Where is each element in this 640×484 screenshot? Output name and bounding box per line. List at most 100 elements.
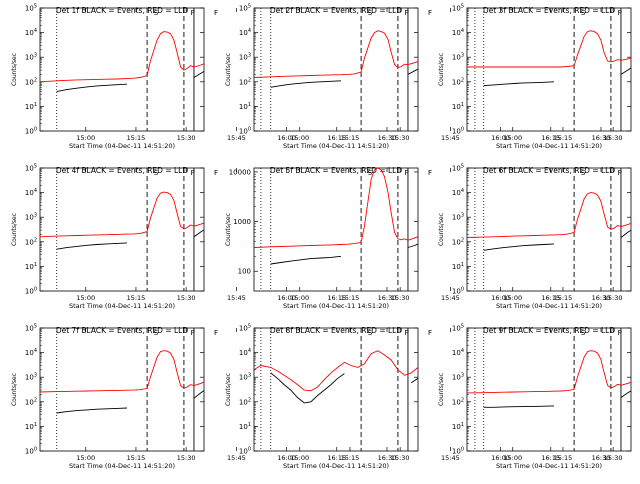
x-tick-label: 16:00 xyxy=(277,134,296,142)
x-tick-label: 15:00 xyxy=(290,294,309,302)
series-group xyxy=(467,192,631,251)
series-lld-line xyxy=(40,350,204,393)
panel-title: Det 9f BLACK = Events, RED = LLD xyxy=(483,326,616,335)
x-tick-label: 16:00 xyxy=(491,134,510,142)
y-tick-label: 105 xyxy=(25,4,37,13)
y-tick-label: 101 xyxy=(452,262,464,271)
panel-det-9: Det 9f BLACK = Events, RED = LLD Counts/s… xyxy=(438,324,632,470)
flag-label: P xyxy=(191,9,195,17)
x-tick-label: 16:30 xyxy=(378,294,397,302)
series-lld-line xyxy=(254,350,418,392)
y-tick-label: 102 xyxy=(25,237,37,246)
x-tick-label: 15:45 xyxy=(227,454,246,462)
y-tick-label: 104 xyxy=(452,28,464,37)
panel-title: Det 7f BLACK = Events, RED = LLD xyxy=(56,326,189,335)
y-tick-label: 104 xyxy=(25,188,37,197)
x-tick-label: 16:30 xyxy=(592,454,611,462)
series-group xyxy=(467,350,631,408)
y-tick-label: 100 xyxy=(452,447,464,456)
x-tick-label: 15:00 xyxy=(503,294,522,302)
x-axis-label: Start Time (04-Dec-11 14:51:20) xyxy=(496,142,602,150)
series-lld-line xyxy=(254,30,418,78)
series-events-line xyxy=(56,70,204,93)
y-tick-label: 103 xyxy=(239,373,251,382)
y-tick-label: 103 xyxy=(25,53,37,62)
x-tick-label: 15:30 xyxy=(391,454,410,462)
y-tick-label: 102 xyxy=(239,397,251,406)
series-group xyxy=(40,350,204,414)
y-tick-label: 101 xyxy=(25,262,37,271)
plot-frame xyxy=(39,7,205,132)
y-tick-label: 105 xyxy=(239,4,251,13)
plot-frame xyxy=(466,327,632,452)
x-tick-label: 15:45 xyxy=(227,134,246,142)
y-axis-label: Counts/sec xyxy=(438,373,445,406)
y-tick-label: 103 xyxy=(452,53,464,62)
y-tick-label: 101 xyxy=(452,422,464,431)
series-events-line xyxy=(270,68,418,88)
flag-label: S xyxy=(368,169,373,177)
series-lld-line xyxy=(467,192,631,238)
x-tick-label: 15:15 xyxy=(341,454,360,462)
y-tick-label: 105 xyxy=(452,164,464,173)
y-tick-label: 104 xyxy=(25,28,37,37)
panel-title: Det 1f BLACK = Events, RED = LLD xyxy=(56,6,189,15)
flag-label: F xyxy=(428,169,432,177)
x-tick-label: 16:30 xyxy=(378,134,397,142)
y-tick-label: 104 xyxy=(452,348,464,357)
x-tick-label: 15:15 xyxy=(554,134,573,142)
y-tick-label: 104 xyxy=(25,348,37,357)
flag-label: F xyxy=(214,329,218,337)
y-tick-label: 102 xyxy=(452,397,464,406)
y-tick-label: 100 xyxy=(239,127,251,136)
y-tick-label: 100 xyxy=(25,287,37,296)
y-tick-label: 100 xyxy=(452,127,464,136)
y-tick-label: 100 xyxy=(25,127,37,136)
series-lld-line xyxy=(467,30,631,68)
flag-label: F xyxy=(428,9,432,17)
y-tick-label: 103 xyxy=(25,213,37,222)
y-tick-label: 102 xyxy=(239,77,251,86)
y-tick-label: 10000 xyxy=(229,168,251,176)
plot-frame xyxy=(466,167,632,292)
y-tick-label: 105 xyxy=(452,4,464,13)
x-tick-label: 15:00 xyxy=(290,454,309,462)
x-tick-label: 15:15 xyxy=(341,294,360,302)
x-tick-label: 16:30 xyxy=(378,454,397,462)
panel-title: Det 4f BLACK = Events, RED = LLD xyxy=(56,166,189,175)
y-tick-label: 102 xyxy=(25,77,37,86)
x-tick-label: 16:15 xyxy=(327,134,346,142)
x-axis-label: Start Time (04-Dec-11 14:51:20) xyxy=(283,302,389,310)
x-tick-label: 15:15 xyxy=(341,134,360,142)
x-axis-label: Start Time (04-Dec-11 14:51:20) xyxy=(283,462,389,470)
series-group xyxy=(254,168,418,265)
y-tick-label: 101 xyxy=(239,102,251,111)
x-tick-label: 15:30 xyxy=(177,294,196,302)
series-events-line xyxy=(483,67,631,87)
x-tick-label: 16:00 xyxy=(491,294,510,302)
series-group xyxy=(254,350,418,404)
x-tick-label: 15:15 xyxy=(127,454,146,462)
x-axis-label: Start Time (04-Dec-11 14:51:20) xyxy=(69,462,175,470)
series-events-line xyxy=(483,390,631,408)
x-tick-label: 16:00 xyxy=(491,454,510,462)
y-tick-label: 100 xyxy=(239,447,251,456)
x-axis-label: Start Time (04-Dec-11 14:51:20) xyxy=(69,302,175,310)
flag-label: P xyxy=(618,329,622,337)
panel-title: Det 3f BLACK = Events, RED = LLD xyxy=(483,6,616,15)
series-events-line xyxy=(483,229,631,251)
series-lld-line xyxy=(40,191,204,238)
y-tick-label: 101 xyxy=(25,422,37,431)
plot-frame xyxy=(253,327,419,452)
flag-label: F xyxy=(428,329,432,337)
y-tick-label: 105 xyxy=(452,324,464,333)
x-tick-label: 16:30 xyxy=(592,134,611,142)
x-tick-label: 16:30 xyxy=(592,294,611,302)
flag-label: S xyxy=(368,329,373,337)
y-tick-label: 103 xyxy=(239,53,251,62)
flag-label: S xyxy=(581,9,586,17)
plot-frame xyxy=(39,327,205,452)
x-tick-label: 15:30 xyxy=(391,134,410,142)
y-axis-label: Counts/sec xyxy=(11,53,18,86)
